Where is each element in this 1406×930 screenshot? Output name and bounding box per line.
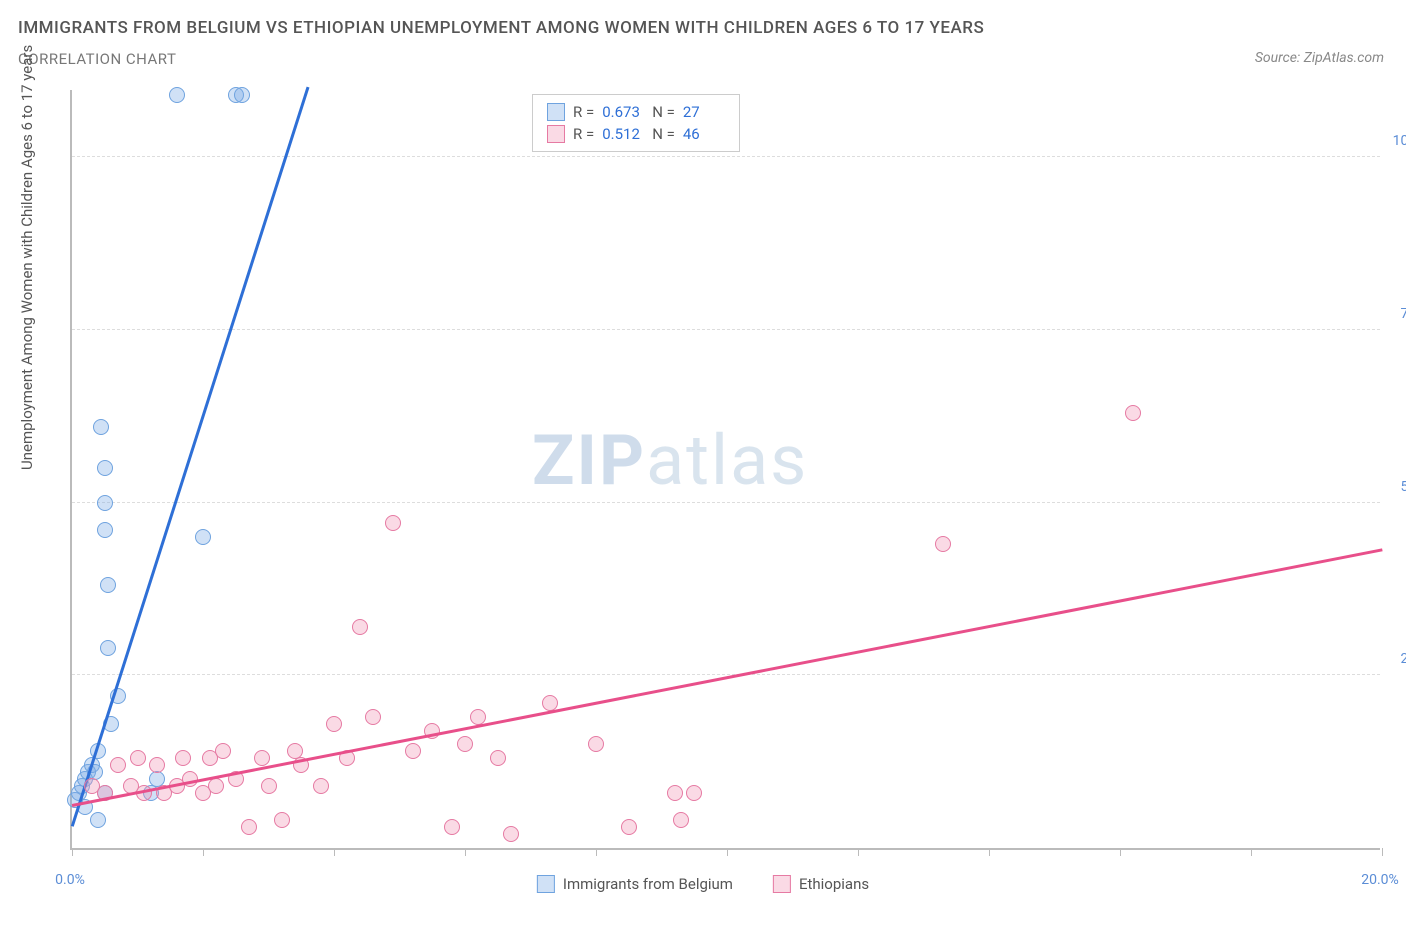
series-legend: Immigrants from Belgium Ethiopians <box>537 875 869 893</box>
y-tick-label: 100.0% <box>1393 133 1406 149</box>
data-point <box>673 812 689 828</box>
legend-row: R = 0.673 N = 27 <box>547 101 725 123</box>
data-point <box>110 757 126 773</box>
data-point <box>234 87 250 103</box>
x-tick-label: 20.0% <box>1361 872 1399 888</box>
chart-title: IMMIGRANTS FROM BELGIUM VS ETHIOPIAN UNE… <box>18 18 984 38</box>
legend-swatch <box>547 125 565 143</box>
data-point <box>313 778 329 794</box>
data-point <box>241 819 257 835</box>
data-point <box>254 750 270 766</box>
x-tick <box>1120 848 1121 856</box>
data-point <box>274 812 290 828</box>
x-tick <box>858 848 859 856</box>
data-point <box>97 460 113 476</box>
data-point <box>130 750 146 766</box>
data-point <box>208 778 224 794</box>
x-tick <box>203 848 204 856</box>
legend-label: Ethiopians <box>799 875 869 893</box>
data-point <box>444 819 460 835</box>
legend-swatch <box>537 875 555 893</box>
r-label: R = <box>573 125 594 143</box>
y-tick-label: 25.0% <box>1400 651 1406 667</box>
correlation-legend: R = 0.673 N = 27 R = 0.512 N = 46 <box>532 94 740 152</box>
data-point <box>149 757 165 773</box>
gridline <box>72 674 1380 675</box>
data-point <box>457 736 473 752</box>
data-point <box>365 709 381 725</box>
trend-line <box>72 548 1382 806</box>
y-tick-label: 50.0% <box>1400 479 1406 495</box>
y-tick-label: 75.0% <box>1400 306 1406 322</box>
x-tick <box>596 848 597 856</box>
n-label: N = <box>652 103 675 121</box>
data-point <box>588 736 604 752</box>
x-tick <box>989 848 990 856</box>
gridline <box>72 156 1380 157</box>
data-point <box>1125 405 1141 421</box>
title-block: IMMIGRANTS FROM BELGIUM VS ETHIOPIAN UNE… <box>18 18 984 68</box>
n-value: 27 <box>683 103 725 121</box>
data-point <box>100 640 116 656</box>
legend-label: Immigrants from Belgium <box>563 875 733 893</box>
gridline <box>72 502 1380 503</box>
r-value: 0.512 <box>602 125 644 143</box>
data-point <box>100 577 116 593</box>
watermark: ZIPatlas <box>532 420 808 502</box>
data-point <box>621 819 637 835</box>
data-point <box>175 750 191 766</box>
gridline <box>72 329 1380 330</box>
x-tick-label: 0.0% <box>55 872 85 888</box>
r-value: 0.673 <box>602 103 644 121</box>
x-tick <box>727 848 728 856</box>
data-point <box>326 716 342 732</box>
data-point <box>470 709 486 725</box>
source-attribution: Source: ZipAtlas.com <box>1255 50 1384 66</box>
data-point <box>686 785 702 801</box>
legend-swatch <box>773 875 791 893</box>
x-tick <box>334 848 335 856</box>
legend-item: Ethiopians <box>773 875 869 893</box>
data-point <box>490 750 506 766</box>
data-point <box>97 522 113 538</box>
x-tick <box>465 848 466 856</box>
legend-row: R = 0.512 N = 46 <box>547 123 725 145</box>
r-label: R = <box>573 103 594 121</box>
data-point <box>385 515 401 531</box>
n-value: 46 <box>683 125 725 143</box>
data-point <box>667 785 683 801</box>
data-point <box>90 812 106 828</box>
x-tick <box>1251 848 1252 856</box>
chart-area: ZIPatlas 25.0%50.0%75.0%100.0%R =0.673N … <box>70 90 1380 850</box>
x-tick <box>72 848 73 856</box>
trend-line <box>71 86 309 826</box>
data-point <box>195 529 211 545</box>
data-point <box>261 778 277 794</box>
legend-swatch <box>547 103 565 121</box>
data-point <box>935 536 951 552</box>
legend-item: Immigrants from Belgium <box>537 875 733 893</box>
n-label: N = <box>652 125 675 143</box>
data-point <box>97 495 113 511</box>
data-point <box>93 419 109 435</box>
scatter-plot: ZIPatlas 25.0%50.0%75.0%100.0%R =0.673N … <box>70 90 1380 850</box>
data-point <box>169 87 185 103</box>
data-point <box>215 743 231 759</box>
data-point <box>503 826 519 842</box>
data-point <box>405 743 421 759</box>
y-axis-label: Unemployment Among Women with Children A… <box>18 45 36 470</box>
x-tick <box>1382 848 1383 856</box>
chart-subtitle: CORRELATION CHART <box>18 50 984 68</box>
data-point <box>352 619 368 635</box>
